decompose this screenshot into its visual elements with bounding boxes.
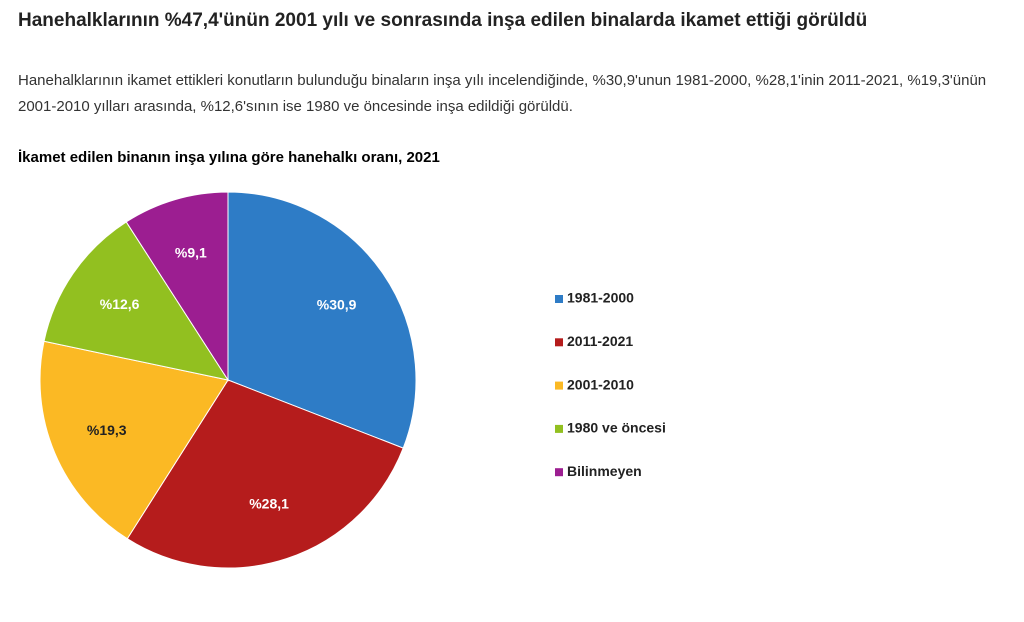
pie-slice bbox=[39, 340, 229, 540]
slice-label: %30,9 bbox=[317, 296, 357, 312]
legend-swatch bbox=[555, 468, 563, 477]
chart-title: İkamet edilen binanın inşa yılına göre h… bbox=[18, 149, 440, 166]
slice-label: %9,1 bbox=[175, 244, 207, 260]
legend-swatch bbox=[555, 424, 563, 433]
pie-slice bbox=[126, 379, 404, 569]
legend-label: Bilinmeyen bbox=[567, 463, 642, 479]
legend-label: 1981-2000 bbox=[567, 290, 634, 306]
chart: İkamet edilen binanın inşa yılına göre h… bbox=[18, 149, 666, 569]
legend-swatch bbox=[555, 381, 563, 390]
legend-label: 1980 ve öncesi bbox=[567, 420, 666, 436]
legend-swatch bbox=[555, 295, 563, 303]
slice-label: %12,6 bbox=[100, 296, 140, 312]
pie-slice bbox=[125, 191, 229, 382]
pie-slice bbox=[227, 191, 417, 449]
legend-label: 2001-2010 bbox=[567, 376, 634, 392]
legend-swatch bbox=[555, 338, 563, 347]
pie-slice bbox=[43, 221, 230, 381]
slice-label: %28,1 bbox=[249, 496, 289, 512]
heading: Hanehalklarının %47,4'ünün 2001 yılı ve … bbox=[18, 10, 868, 31]
slice-label: %19,3 bbox=[87, 422, 127, 438]
legend-label: 2011-2021 bbox=[567, 333, 633, 349]
paragraph: Hanehalklarının ikamet ettikleri konutla… bbox=[18, 72, 987, 115]
